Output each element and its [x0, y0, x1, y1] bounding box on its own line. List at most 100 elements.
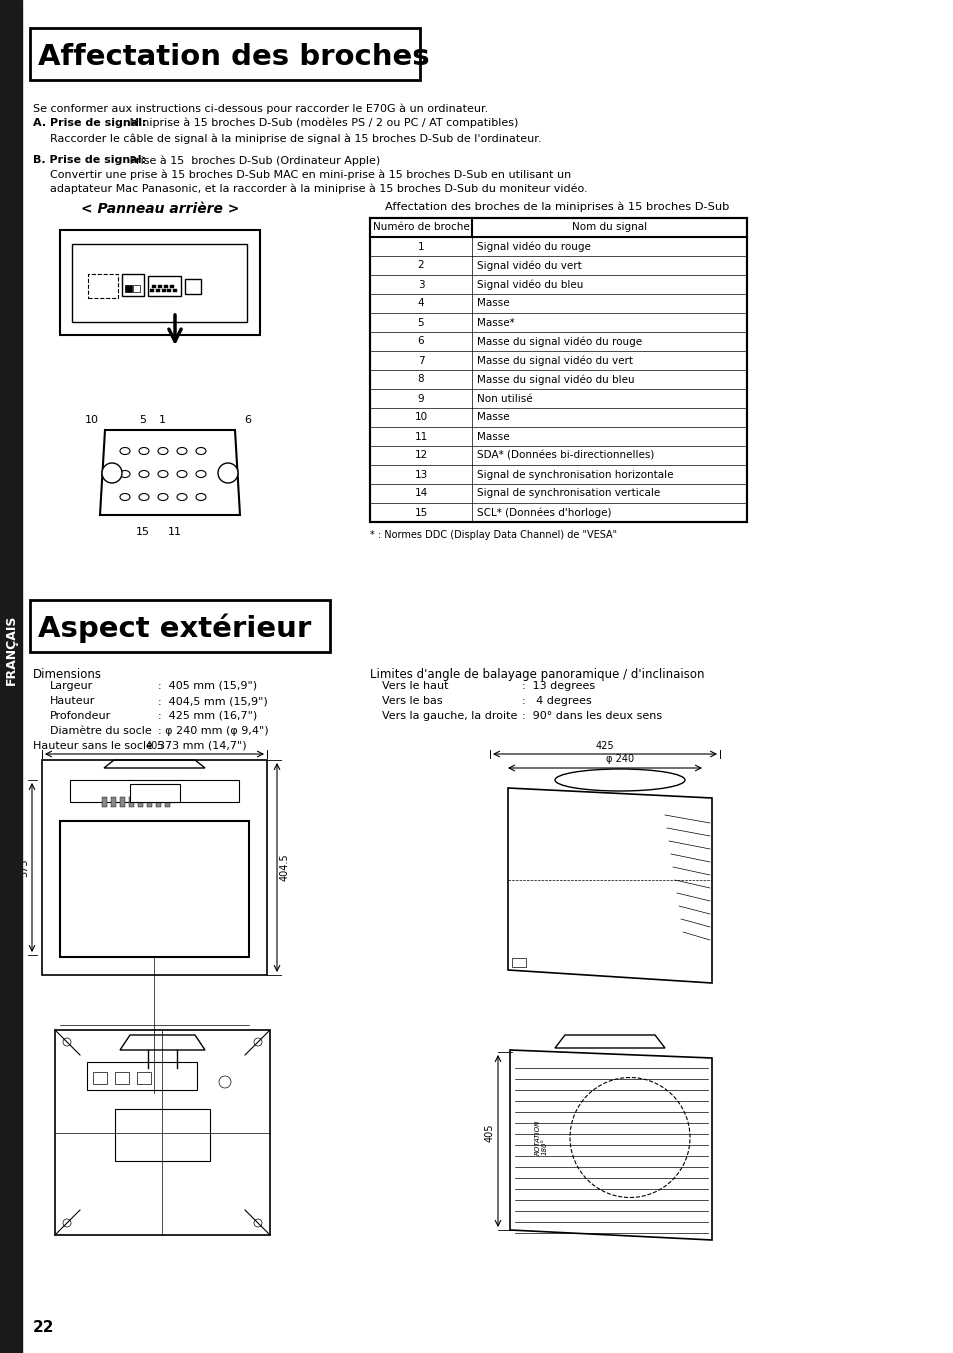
- Bar: [132, 285, 140, 292]
- Text: 373 mm (14,7"): 373 mm (14,7"): [158, 741, 247, 751]
- Ellipse shape: [158, 494, 168, 501]
- Text: 7: 7: [417, 356, 424, 365]
- Bar: [170, 285, 173, 288]
- Ellipse shape: [139, 471, 149, 478]
- Text: :  90° dans les deux sens: : 90° dans les deux sens: [521, 710, 661, 721]
- Text: Prise à 15  broches D-Sub (Ordinateur Apple): Prise à 15 broches D-Sub (Ordinateur App…: [126, 156, 380, 165]
- Polygon shape: [100, 430, 240, 515]
- Bar: [60, 230, 260, 336]
- Ellipse shape: [195, 471, 206, 478]
- Ellipse shape: [120, 494, 130, 501]
- Text: 6: 6: [417, 337, 424, 346]
- Text: Diamètre du socle: Diamètre du socle: [50, 727, 152, 736]
- Bar: [185, 279, 201, 294]
- Text: 15: 15: [414, 507, 427, 517]
- Text: :  404,5 mm (15,9"): : 404,5 mm (15,9"): [158, 695, 268, 706]
- Text: Hauteur sans le socle :: Hauteur sans le socle :: [33, 741, 160, 751]
- Bar: [370, 218, 746, 522]
- Text: Masse du signal vidéo du vert: Masse du signal vidéo du vert: [476, 356, 633, 365]
- Circle shape: [63, 1219, 71, 1227]
- Bar: [111, 797, 116, 806]
- Text: 6: 6: [244, 415, 252, 425]
- Text: :  425 mm (16,7"): : 425 mm (16,7"): [158, 710, 257, 721]
- Bar: [120, 797, 125, 806]
- Circle shape: [253, 1219, 262, 1227]
- Text: ROTATION
180°: ROTATION 180°: [535, 1120, 547, 1155]
- Bar: [164, 285, 168, 288]
- Bar: [55, 1030, 270, 1235]
- Text: Vers la gauche, la droite: Vers la gauche, la droite: [381, 710, 517, 721]
- Bar: [92, 1072, 107, 1084]
- Bar: [152, 285, 156, 288]
- Text: 9: 9: [417, 394, 424, 403]
- Ellipse shape: [158, 471, 168, 478]
- Bar: [122, 275, 144, 296]
- Text: :  13 degrees: : 13 degrees: [521, 681, 595, 691]
- Text: < Panneau arrière >: < Panneau arrière >: [81, 202, 239, 216]
- Text: 10: 10: [414, 413, 427, 422]
- Circle shape: [219, 1076, 231, 1088]
- Text: 15: 15: [136, 528, 150, 537]
- Bar: [155, 290, 160, 292]
- Text: Hauteur: Hauteur: [50, 695, 95, 706]
- Text: Signal vidéo du vert: Signal vidéo du vert: [476, 260, 581, 271]
- Text: 405: 405: [145, 741, 164, 751]
- Text: 13: 13: [414, 469, 427, 479]
- Text: 8: 8: [417, 375, 424, 384]
- Text: 425: 425: [595, 741, 614, 751]
- Text: Masse: Masse: [476, 299, 509, 308]
- Ellipse shape: [177, 471, 187, 478]
- Text: Masse du signal vidéo du bleu: Masse du signal vidéo du bleu: [476, 375, 634, 384]
- Bar: [42, 760, 267, 976]
- Polygon shape: [510, 1050, 711, 1239]
- Text: Numéro de broche: Numéro de broche: [373, 222, 469, 233]
- Ellipse shape: [177, 494, 187, 501]
- Text: Vers le bas: Vers le bas: [381, 695, 442, 706]
- Text: Masse: Masse: [476, 413, 509, 422]
- Bar: [173, 290, 177, 292]
- Bar: [88, 275, 118, 298]
- Text: φ 240: φ 240: [605, 754, 634, 764]
- Text: Convertir une prise à 15 broches D-Sub MAC en mini-prise à 15 broches D-Sub en u: Convertir une prise à 15 broches D-Sub M…: [50, 170, 571, 180]
- Circle shape: [253, 1038, 262, 1046]
- Text: B. Prise de signal:: B. Prise de signal:: [33, 156, 146, 165]
- Text: Masse du signal vidéo du rouge: Masse du signal vidéo du rouge: [476, 337, 641, 346]
- Text: 1: 1: [158, 415, 165, 425]
- Text: 10: 10: [85, 415, 99, 425]
- Ellipse shape: [195, 494, 206, 501]
- Bar: [129, 797, 133, 806]
- Text: :  405 mm (15,9"): : 405 mm (15,9"): [158, 681, 257, 691]
- Bar: [115, 1108, 210, 1161]
- Bar: [156, 797, 161, 806]
- Ellipse shape: [177, 448, 187, 455]
- Text: 11: 11: [168, 528, 182, 537]
- Circle shape: [218, 463, 237, 483]
- Text: 4: 4: [417, 299, 424, 308]
- Bar: [148, 276, 181, 296]
- Text: 5: 5: [417, 318, 424, 327]
- Circle shape: [63, 1038, 71, 1046]
- Bar: [60, 821, 249, 957]
- Bar: [70, 779, 239, 802]
- Ellipse shape: [120, 471, 130, 478]
- Text: Non utilisé: Non utilisé: [476, 394, 532, 403]
- Text: 11: 11: [414, 432, 427, 441]
- Bar: [130, 783, 180, 802]
- Bar: [115, 1072, 129, 1084]
- Text: FRANÇAIS: FRANÇAIS: [5, 614, 17, 685]
- Text: 5: 5: [139, 415, 147, 425]
- Text: Signal vidéo du rouge: Signal vidéo du rouge: [476, 241, 590, 252]
- Bar: [87, 1062, 196, 1091]
- Text: Largeur: Largeur: [50, 681, 93, 691]
- Bar: [0, 0, 22, 1353]
- Polygon shape: [507, 787, 711, 984]
- Bar: [161, 290, 166, 292]
- Bar: [512, 958, 525, 967]
- Text: 14: 14: [414, 488, 427, 498]
- Text: adaptateur Mac Panasonic, et la raccorder à la miniprise à 15 broches D-Sub du m: adaptateur Mac Panasonic, et la raccorde…: [50, 184, 587, 195]
- Text: 1: 1: [417, 241, 424, 252]
- Text: 12: 12: [414, 451, 427, 460]
- Bar: [102, 797, 107, 806]
- Text: 404.5: 404.5: [280, 854, 290, 881]
- Ellipse shape: [139, 494, 149, 501]
